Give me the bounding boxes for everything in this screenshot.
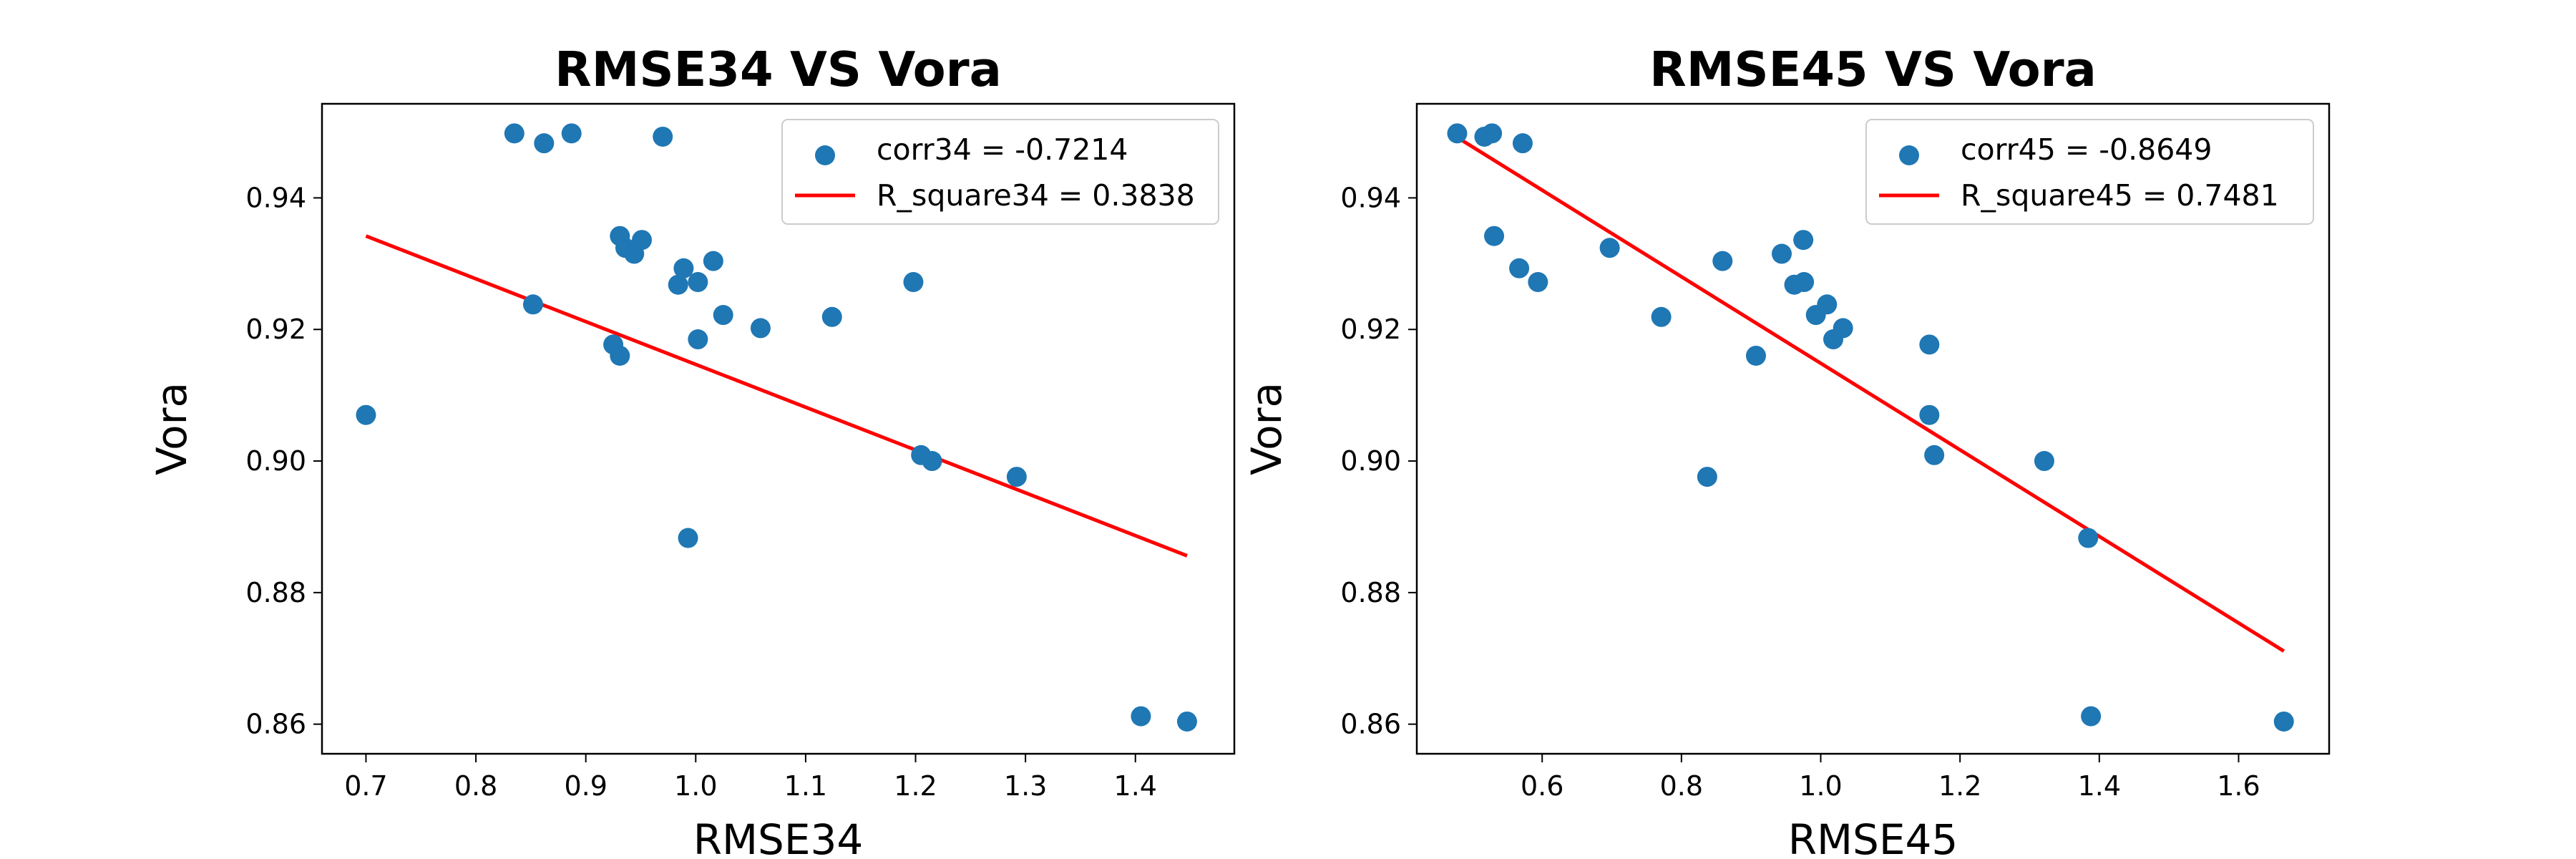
data-point: [1712, 251, 1733, 271]
data-point: [561, 123, 582, 144]
data-point: [1651, 306, 1672, 327]
data-point: [1833, 318, 1853, 339]
data-point: [1006, 467, 1027, 487]
x-tick-label: 1.2: [894, 770, 937, 802]
data-point: [1131, 706, 1151, 727]
x-axis-label: RMSE34: [693, 815, 864, 859]
x-axis-label: RMSE45: [1788, 815, 1958, 859]
x-tick-label: 1.1: [784, 770, 827, 802]
data-point: [1919, 404, 1940, 425]
data-point: [1599, 238, 1620, 258]
x-tick-label: 1.6: [2217, 770, 2260, 802]
x-tick-label: 0.9: [564, 770, 607, 802]
x-tick-label: 0.8: [1660, 770, 1703, 802]
axes-frame: [321, 102, 1236, 755]
legend-label: corr45 = -0.8649: [1961, 132, 2212, 167]
data-point: [1482, 123, 1503, 144]
y-tick-label: 0.92: [245, 314, 306, 345]
y-axis-label: Vora: [147, 382, 196, 475]
data-point: [2273, 711, 2294, 732]
y-tick-label: 0.88: [245, 577, 306, 608]
x-tick-label: 1.4: [1114, 770, 1157, 802]
y-axis-label: Vora: [1242, 382, 1291, 475]
axes-frame: [1415, 102, 2331, 755]
legend-marker: [1899, 145, 1919, 165]
x-tick-label: 0.8: [454, 770, 497, 802]
data-point: [522, 294, 543, 315]
legend-label: R_square34 = 0.3838: [877, 178, 1195, 213]
data-point: [713, 305, 733, 326]
data-point: [534, 133, 555, 154]
legend-marker: [815, 145, 835, 165]
y-tick-label: 0.86: [245, 709, 306, 740]
y-tick-label: 0.94: [245, 182, 306, 213]
data-point: [1794, 272, 1815, 293]
data-point: [2081, 706, 2102, 727]
x-tick-label: 1.3: [1004, 770, 1047, 802]
y-tick-label: 0.92: [1340, 314, 1401, 345]
data-point: [703, 251, 723, 271]
x-tick-label: 1.2: [1938, 770, 1981, 802]
data-point: [653, 126, 673, 147]
left-subplot: RMSE34 VS Vora 0.7 0.8 0.9 1.0 1.1 1.2 1.3 1.4 0.…: [147, 42, 1236, 859]
data-point: [673, 258, 694, 278]
legend-label: corr34 = -0.7214: [877, 132, 1128, 167]
data-point: [504, 123, 525, 144]
y-tick-label: 0.90: [245, 445, 306, 477]
data-point: [903, 272, 924, 293]
x-tick-label: 1.0: [674, 770, 717, 802]
y-tick-label: 0.86: [1340, 709, 1401, 740]
data-point: [2034, 451, 2054, 472]
chart-title: RMSE45 VS Vora: [1649, 42, 2097, 97]
data-point: [1793, 230, 1814, 251]
data-point: [1919, 334, 1940, 355]
data-point: [1745, 345, 1766, 366]
data-point: [1509, 258, 1530, 278]
y-tick-label: 0.88: [1340, 577, 1401, 608]
data-point: [668, 274, 688, 295]
data-point: [1697, 467, 1717, 487]
data-point: [1772, 243, 1792, 264]
legend-box: [781, 119, 1219, 225]
right-subplot: RMSE45 VS Vora 0.6 0.8 1.0 1.2 1.4 1.6 0.86 0.88…: [1242, 42, 2331, 859]
regression-line: [365, 234, 1188, 558]
x-tick-label: 1.4: [2078, 770, 2121, 802]
data-point: [750, 318, 771, 339]
data-point: [688, 329, 708, 350]
legend-label: R_square45 = 0.7481: [1961, 178, 2279, 213]
x-tick-label: 0.6: [1521, 770, 1563, 802]
legend-box: [1865, 119, 2314, 225]
data-point: [688, 272, 708, 293]
data-point: [678, 528, 698, 548]
x-tick-label: 0.7: [344, 770, 387, 802]
data-point: [1817, 294, 1838, 315]
data-point: [1924, 445, 1945, 465]
data-point: [1528, 272, 1548, 293]
data-point: [356, 404, 376, 425]
data-point: [2078, 528, 2099, 548]
data-point: [610, 345, 630, 366]
data-point: [1447, 123, 1468, 144]
data-point: [632, 230, 653, 251]
data-point: [922, 451, 942, 472]
data-point: [1512, 133, 1533, 154]
x-tick-label: 1.0: [1799, 770, 1842, 802]
data-point: [1484, 225, 1505, 246]
chart-title: RMSE34 VS Vora: [555, 42, 1002, 97]
y-tick-label: 0.90: [1340, 445, 1401, 477]
y-tick-label: 0.94: [1340, 182, 1401, 213]
regression-line: [1456, 135, 2285, 653]
data-point: [821, 306, 842, 327]
data-point: [1176, 711, 1197, 732]
